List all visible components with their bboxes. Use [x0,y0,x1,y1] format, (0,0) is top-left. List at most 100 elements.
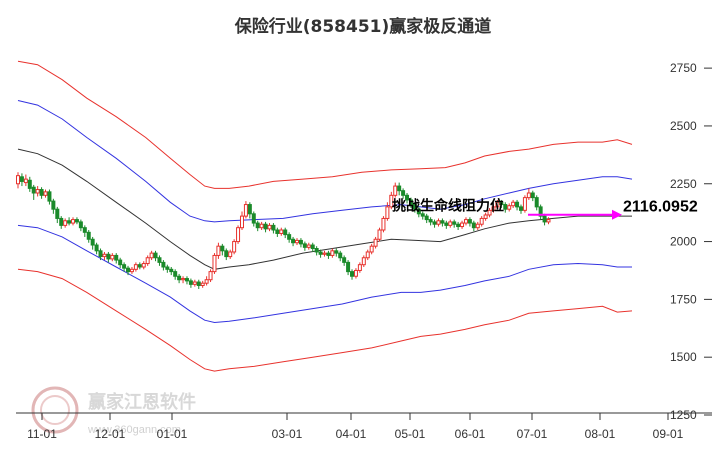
candle-body [184,278,189,282]
x-tick-label: 04-01 [336,427,367,441]
candle-body [530,192,535,199]
candle-body [78,221,83,229]
candle-body [161,261,166,268]
candle-body [208,271,213,281]
candle-body [145,257,150,265]
candle-body [334,250,339,254]
candle-body [71,219,76,224]
x-tick-label: 12-01 [95,427,126,441]
candle-body [169,268,174,273]
candle-body [106,253,111,260]
candle-body [522,197,527,211]
candle-body [27,179,32,189]
candle-body [239,215,244,229]
candle-body [389,194,394,208]
candle-body [393,185,398,196]
candle-body [546,219,551,223]
candle-body [460,222,465,228]
candle-body [35,189,40,194]
candle-body [114,254,119,261]
candle-body [295,239,300,244]
candle-body [90,238,95,246]
candle-body [110,254,115,260]
candle-body [177,275,182,281]
candle-body [16,175,20,185]
candle-body [232,241,237,253]
candle-body [432,221,437,225]
y-tick-label: 1500 [670,350,697,364]
band-outer-lower [17,268,633,372]
candle-body [247,204,252,215]
candle-body [373,238,378,247]
y-tick-label: 2000 [670,235,697,249]
candle-body [405,194,410,201]
candle-body [440,220,445,224]
candle-body [102,253,107,258]
candle-body [220,245,225,252]
candle-body [412,204,417,210]
x-tick-label: 09-01 [653,427,684,441]
candle-body [283,229,288,236]
candle-body [471,222,476,229]
candlesticks [16,172,551,289]
x-tick-label: 07-01 [517,427,548,441]
candle-body [424,215,429,221]
candle-body [408,199,413,206]
candle-body [326,252,331,256]
candle-body [436,220,441,225]
candle-body [216,245,221,256]
candle-body [165,266,170,270]
candle-body [330,250,335,256]
candle-body [200,282,205,286]
candle-body [322,252,327,255]
band-inner-upper [17,100,633,223]
candle-body [137,264,142,268]
watermark-logo-icon [31,386,79,434]
candle-body [538,206,543,217]
candle-body [263,223,268,230]
candle-body [357,264,362,271]
candle-body [212,254,217,273]
candle-body [236,227,241,243]
candle-body [173,271,178,277]
candle-body [302,243,307,248]
candle-body [491,206,496,211]
x-tick-label: 05-01 [395,427,426,441]
candle-body [397,185,402,192]
candle-body [98,250,103,258]
watermark-logo-inner [40,395,70,425]
candle-body [291,238,296,244]
candle-body [338,252,343,259]
candle-body [495,201,500,208]
x-tick-label: 08-01 [585,427,616,441]
candle-body [19,176,24,182]
candle-body [381,217,386,231]
chart-title: 保险行业(858451)赢家极反通道 [234,16,492,37]
y-tick-label: 2750 [670,61,697,75]
candle-body [23,178,28,184]
candle-body [420,213,425,217]
candle-body [452,221,457,225]
candle-body [342,257,347,263]
candle-body [369,245,374,253]
x-tick-label: 06-01 [455,427,486,441]
candle-body [287,234,292,240]
candle-body [467,219,472,224]
candle-body [31,186,36,194]
candle-body [55,208,60,219]
candle-body [534,197,539,208]
x-tick-label: 01-01 [157,427,188,441]
watermark: 赢家江恩软件 www.360gann.com [31,386,196,436]
candle-body [47,191,52,202]
candle-body [267,224,272,230]
candle-body [86,231,91,240]
candle-body [224,250,229,258]
candle-body [74,219,79,223]
candle-body [251,213,256,224]
candle-body [228,251,233,258]
candle-body [67,220,72,224]
resistance-annotation: 挑战生命线阻力位 2116.0952 [392,198,698,220]
candle-body [118,259,123,266]
x-axis-ticks: 11-01 12-01 01-01 03-01 04-01 05-01 06-01 07-01… [27,413,684,441]
